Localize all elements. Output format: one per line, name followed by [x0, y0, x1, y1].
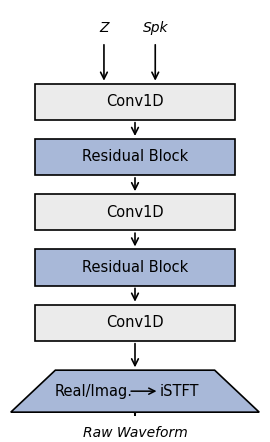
FancyBboxPatch shape: [35, 305, 235, 341]
FancyBboxPatch shape: [35, 84, 235, 120]
Text: Conv1D: Conv1D: [106, 94, 164, 109]
Text: iSTFT: iSTFT: [160, 384, 199, 399]
Text: Residual Block: Residual Block: [82, 260, 188, 275]
Text: Spk: Spk: [143, 21, 168, 35]
Text: Raw Waveform: Raw Waveform: [83, 426, 187, 440]
FancyBboxPatch shape: [35, 194, 235, 230]
FancyBboxPatch shape: [35, 139, 235, 175]
Text: Real/Imag.: Real/Imag.: [54, 384, 132, 399]
FancyBboxPatch shape: [35, 249, 235, 286]
Text: Z: Z: [99, 21, 109, 35]
Text: Conv1D: Conv1D: [106, 205, 164, 220]
Text: Conv1D: Conv1D: [106, 315, 164, 330]
Polygon shape: [11, 370, 259, 412]
Text: Residual Block: Residual Block: [82, 149, 188, 164]
